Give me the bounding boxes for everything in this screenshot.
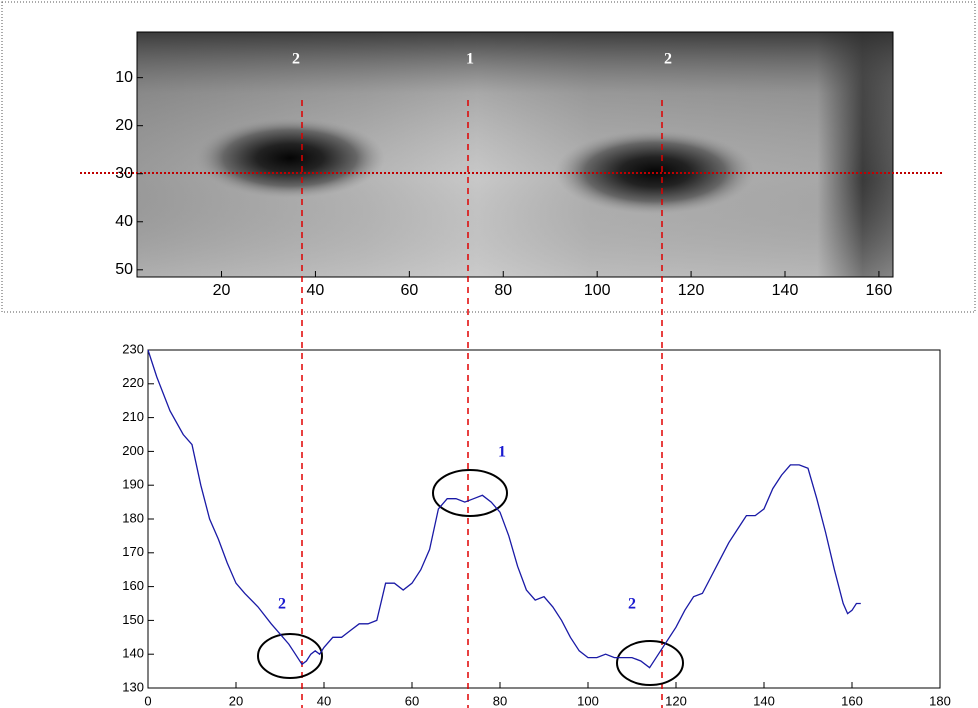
annotation: 2 xyxy=(278,596,286,613)
y-tick-label: 230 xyxy=(122,341,144,356)
x-tick-label: 160 xyxy=(866,282,893,299)
y-tick-label: 200 xyxy=(122,443,144,458)
eye-image xyxy=(137,32,893,277)
y-tick-label: 40 xyxy=(115,213,133,230)
x-tick-label: 160 xyxy=(841,693,863,708)
guide-lines xyxy=(301,100,663,708)
x-tick-label: 80 xyxy=(494,282,512,299)
x-tick-label: 100 xyxy=(584,282,611,299)
y-tick-label: 190 xyxy=(122,477,144,492)
x-tick-label: 180 xyxy=(929,693,951,708)
y-tick-label: 50 xyxy=(115,261,133,278)
x-tick-label: 20 xyxy=(229,693,243,708)
annotation: 1 xyxy=(466,51,474,68)
y-tick-label: 140 xyxy=(122,646,144,661)
x-tick-label: 60 xyxy=(405,693,419,708)
x-tick-label: 80 xyxy=(493,693,507,708)
x-tick-label: 120 xyxy=(665,693,687,708)
y-tick-label: 210 xyxy=(122,409,144,424)
y-tick-label: 160 xyxy=(122,578,144,593)
x-tick-label: 20 xyxy=(213,282,231,299)
plot-frame xyxy=(147,349,941,689)
x-tick-label: 0 xyxy=(144,693,151,708)
annotation: 2 xyxy=(628,596,636,613)
y-tick-label: 150 xyxy=(122,612,144,627)
x-tick-label: 40 xyxy=(307,282,325,299)
annotation: 1 xyxy=(498,444,506,461)
y-tick-label: 10 xyxy=(115,69,133,86)
x-tick-label: 140 xyxy=(772,282,799,299)
y-tick-label: 130 xyxy=(122,679,144,694)
y-tick-label: 180 xyxy=(122,510,144,525)
x-tick-label: 60 xyxy=(400,282,418,299)
x-tick-label: 40 xyxy=(317,693,331,708)
x-tick-label: 100 xyxy=(577,693,599,708)
annotation: 2 xyxy=(664,51,672,68)
y-tick-label: 20 xyxy=(115,117,133,134)
image-frame xyxy=(136,31,894,278)
annotation: 2 xyxy=(292,51,300,68)
x-tick-label: 120 xyxy=(678,282,705,299)
circles xyxy=(257,469,684,686)
data-line xyxy=(147,349,861,669)
y-tick-label: 30 xyxy=(115,165,133,182)
x-tick-label: 140 xyxy=(753,693,775,708)
panel-border xyxy=(1,1,976,313)
y-tick-label: 220 xyxy=(122,375,144,390)
y-tick-label: 170 xyxy=(122,544,144,559)
